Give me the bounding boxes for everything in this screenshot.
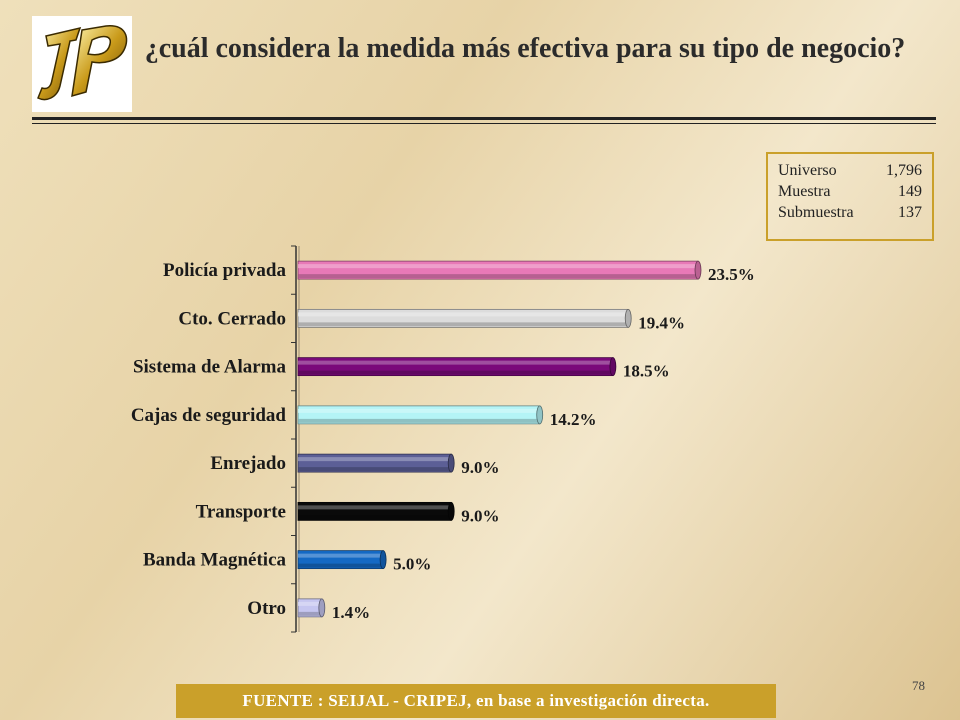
bar-shade (298, 467, 452, 472)
category-label: Banda Magnética (143, 550, 287, 571)
bar-highlight (298, 312, 629, 317)
title-divider-thin (32, 123, 936, 124)
data-label: 5.0% (393, 555, 431, 574)
logo (32, 16, 132, 112)
bar-highlight (298, 360, 613, 365)
sample-info-box: Universo 1,796 Muestra 149 Submuestra 13… (766, 152, 934, 241)
category-label: Sistema de Alarma (133, 357, 287, 378)
category-label: Cto. Cerrado (178, 308, 286, 329)
category-label: Transporte (196, 501, 286, 522)
data-label: 19.4% (638, 313, 685, 332)
jp-logo-icon (37, 25, 128, 101)
bar-end-cap (694, 260, 702, 280)
bar-shade (298, 611, 322, 616)
title-divider (32, 117, 936, 120)
stat-row-submuestra: Submuestra 137 (778, 202, 922, 223)
bar-highlight (298, 264, 698, 269)
source-banner: FUENTE : SEIJAL - CRIPEJ, en base a inve… (176, 684, 776, 718)
bar-shade (298, 515, 452, 520)
data-label: 23.5% (708, 265, 755, 284)
bar-shade (298, 563, 384, 568)
page-title: ¿cuál considera la medida más efectiva p… (144, 33, 906, 64)
page-number: 78 (912, 678, 925, 693)
category-label: Cajas de seguridad (131, 405, 287, 426)
bar-shade (298, 322, 629, 327)
category-label: Policía privada (163, 260, 286, 281)
bar-highlight (298, 505, 452, 510)
bar-end-cap (536, 405, 544, 425)
stat-label: Universo (778, 162, 837, 179)
bar-shade (298, 274, 698, 279)
data-label: 18.5% (623, 362, 670, 381)
bar-highlight (298, 457, 452, 462)
bar-end-cap (624, 308, 632, 328)
bar-end-cap (447, 501, 455, 521)
stat-row-universo: Universo 1,796 (778, 160, 922, 181)
bar-shade (298, 418, 540, 423)
data-label: 1.4% (332, 603, 370, 622)
bar-highlight (298, 553, 384, 558)
bar-highlight (298, 601, 322, 606)
bar-end-cap (447, 453, 455, 473)
data-label: 14.2% (550, 410, 597, 429)
stat-label: Muestra (778, 183, 831, 200)
bar-end-cap (379, 550, 387, 570)
data-label: 9.0% (461, 506, 499, 525)
stat-value: 149 (898, 183, 922, 200)
bar-end-cap (609, 357, 617, 377)
stat-value: 1,796 (886, 162, 922, 179)
data-label: 9.0% (461, 458, 499, 477)
bar-end-cap (318, 598, 326, 618)
category-label: Otro (247, 598, 286, 619)
bar-highlight (298, 408, 540, 413)
stat-label: Submuestra (778, 204, 854, 221)
stat-value: 137 (898, 204, 922, 221)
stat-row-muestra: Muestra 149 (778, 181, 922, 202)
category-label: Enrejado (210, 453, 286, 474)
bar-shade (298, 370, 613, 375)
